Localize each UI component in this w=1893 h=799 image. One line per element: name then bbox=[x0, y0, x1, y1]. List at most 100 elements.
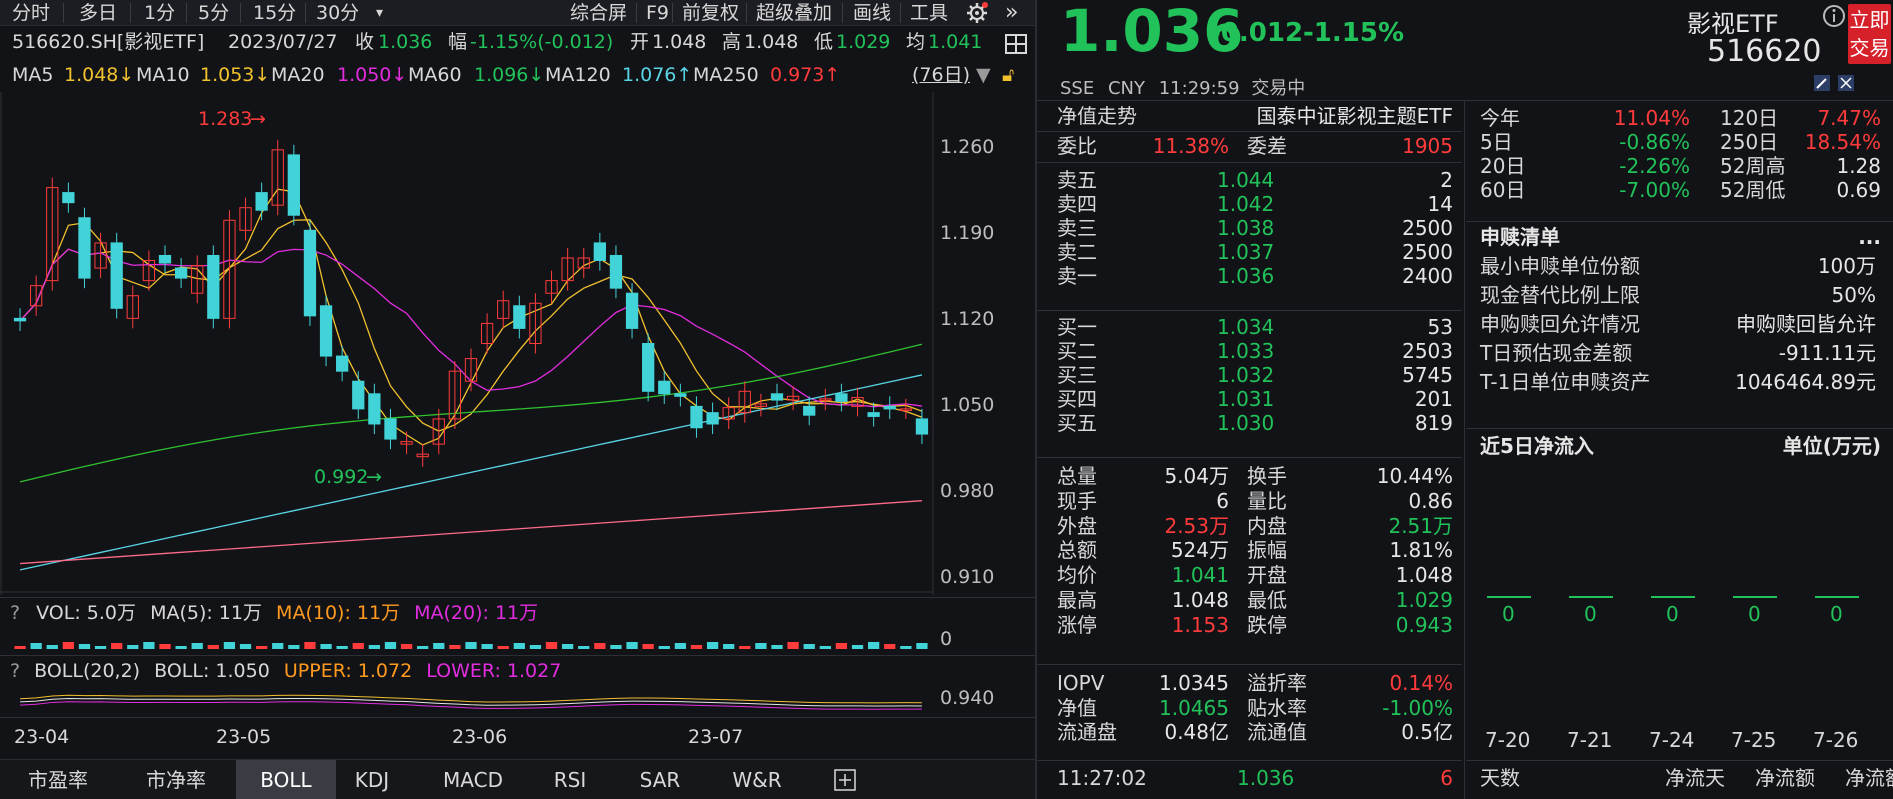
tab-pb[interactable]: 市净率 bbox=[146, 768, 206, 792]
candle[interactable] bbox=[62, 192, 75, 204]
candle[interactable] bbox=[754, 403, 768, 407]
candle[interactable] bbox=[480, 322, 494, 345]
tab-30min[interactable]: 30分 bbox=[316, 2, 360, 24]
order-level-row: 卖一 1.036 2400 bbox=[1057, 262, 1457, 290]
toolbar-forward-adjust[interactable]: 前复权 bbox=[682, 2, 740, 24]
candle[interactable] bbox=[239, 207, 252, 231]
candle[interactable] bbox=[690, 405, 703, 429]
candle[interactable] bbox=[545, 280, 558, 294]
tab-15min[interactable]: 15分 bbox=[253, 2, 297, 24]
tab-boll[interactable]: BOLL bbox=[236, 760, 336, 799]
tab-multiday[interactable]: 多日 bbox=[79, 2, 118, 24]
candle[interactable] bbox=[174, 267, 188, 279]
footer-days[interactable]: 天数 bbox=[1480, 766, 1520, 790]
footer-netflow-amount2[interactable]: 净流额 bbox=[1845, 766, 1893, 790]
tab-pe[interactable]: 市盈率 bbox=[28, 768, 88, 792]
tab-wr[interactable]: W&R bbox=[732, 768, 782, 792]
candle[interactable] bbox=[770, 393, 784, 401]
candle[interactable] bbox=[786, 395, 800, 401]
gear-icon[interactable] bbox=[966, 0, 988, 26]
candle[interactable] bbox=[883, 405, 896, 410]
candle[interactable] bbox=[30, 285, 43, 307]
tab-5min[interactable]: 5分 bbox=[198, 2, 230, 24]
candlestick-chart[interactable] bbox=[0, 92, 1035, 595]
candle[interactable] bbox=[577, 257, 590, 269]
candle[interactable] bbox=[513, 305, 526, 329]
tab-timeshare[interactable]: 分时 bbox=[12, 2, 51, 24]
candle[interactable] bbox=[851, 397, 864, 407]
candle[interactable] bbox=[561, 257, 574, 282]
candle[interactable] bbox=[658, 380, 671, 395]
candle[interactable] bbox=[191, 265, 204, 294]
toolbar-composite[interactable]: 综合屏 bbox=[570, 2, 628, 24]
expand-icon[interactable] bbox=[1837, 74, 1855, 96]
triangle-down-icon[interactable]: ▼ bbox=[976, 64, 991, 86]
candle[interactable] bbox=[126, 295, 139, 319]
candle[interactable] bbox=[336, 355, 349, 372]
footer-netflow-days[interactable]: 净流天 bbox=[1665, 766, 1725, 790]
candle[interactable] bbox=[271, 149, 284, 206]
grid-icon[interactable] bbox=[1005, 32, 1027, 64]
candle[interactable] bbox=[384, 418, 397, 440]
candle[interactable] bbox=[497, 300, 510, 319]
tab-kdj[interactable]: KDJ bbox=[354, 768, 390, 792]
boll-mid: BOLL: 1.050 bbox=[154, 660, 270, 682]
nav-header[interactable]: 净值走势 国泰中证影视主题ETF bbox=[1057, 102, 1457, 130]
info-icon[interactable] bbox=[1822, 4, 1846, 32]
candle[interactable] bbox=[110, 242, 123, 309]
candle[interactable] bbox=[674, 393, 687, 397]
help-icon[interactable]: ? bbox=[10, 660, 21, 682]
candle[interactable] bbox=[899, 408, 912, 411]
candle[interactable] bbox=[287, 154, 300, 216]
toolbar-draw[interactable]: 画线 bbox=[853, 2, 892, 24]
toolbar-tools[interactable]: 工具 bbox=[910, 2, 949, 24]
candle[interactable] bbox=[593, 242, 606, 262]
candle[interactable] bbox=[867, 412, 880, 417]
toolbar-overlay[interactable]: 超级叠加 bbox=[756, 2, 833, 24]
candle[interactable] bbox=[13, 317, 27, 322]
candle[interactable] bbox=[803, 405, 816, 416]
candle[interactable] bbox=[464, 358, 478, 382]
candle[interactable] bbox=[94, 242, 107, 269]
candle[interactable] bbox=[819, 398, 832, 401]
candle[interactable] bbox=[738, 390, 751, 414]
candle[interactable] bbox=[915, 418, 929, 435]
candle[interactable] bbox=[625, 292, 639, 329]
candle[interactable] bbox=[529, 302, 542, 344]
more-icon[interactable]: ... bbox=[1858, 225, 1881, 249]
candle[interactable] bbox=[78, 217, 91, 279]
candle[interactable] bbox=[706, 412, 719, 425]
footer-netflow-amount[interactable]: 净流额 bbox=[1755, 766, 1815, 790]
candle[interactable] bbox=[835, 393, 848, 402]
candle[interactable] bbox=[609, 254, 623, 289]
help-icon[interactable]: ? bbox=[10, 602, 21, 624]
candle[interactable] bbox=[142, 260, 156, 282]
tab-1min[interactable]: 1分 bbox=[144, 2, 176, 24]
period-days-selector[interactable]: (76日) bbox=[912, 64, 971, 86]
tab-rsi[interactable]: RSI bbox=[553, 768, 587, 792]
candle[interactable] bbox=[642, 343, 655, 392]
candle[interactable] bbox=[46, 187, 59, 282]
candle[interactable] bbox=[448, 370, 462, 420]
tab-sar[interactable]: SAR bbox=[639, 768, 681, 792]
candle[interactable] bbox=[722, 407, 735, 420]
candle[interactable] bbox=[207, 254, 220, 319]
candle[interactable] bbox=[400, 441, 413, 445]
trade-now-button[interactable]: 立即交易 bbox=[1848, 4, 1891, 64]
caret-down-icon[interactable]: ▾ bbox=[376, 5, 384, 21]
candle[interactable] bbox=[223, 219, 236, 319]
toolbar-f9[interactable]: F9 bbox=[646, 2, 670, 24]
candle[interactable] bbox=[319, 305, 333, 357]
candle[interactable] bbox=[255, 192, 268, 211]
candle[interactable] bbox=[432, 418, 445, 445]
candle[interactable] bbox=[368, 393, 381, 425]
candle[interactable] bbox=[352, 380, 365, 410]
candle[interactable] bbox=[416, 453, 429, 458]
candle[interactable] bbox=[158, 254, 172, 264]
pencil-icon[interactable] bbox=[1813, 74, 1831, 96]
lock-icon[interactable]: 🔓︎ bbox=[1002, 64, 1015, 86]
candle[interactable] bbox=[303, 229, 317, 317]
double-chevron-right-icon[interactable]: » bbox=[1005, 0, 1019, 25]
tab-macd[interactable]: MACD bbox=[443, 768, 503, 792]
add-tab-icon[interactable] bbox=[820, 760, 870, 799]
